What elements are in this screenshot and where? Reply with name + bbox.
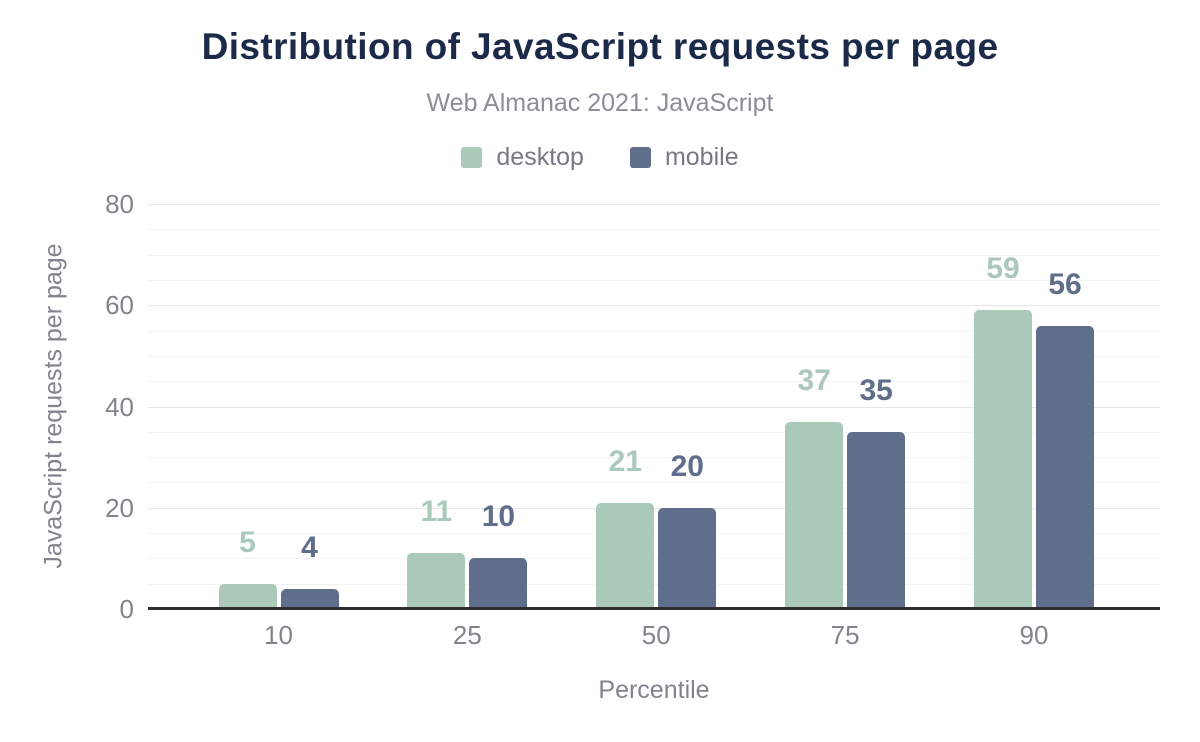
value-label-desktop-p75: 37 bbox=[797, 363, 831, 397]
gridline-minor bbox=[148, 457, 1160, 459]
bar-mobile-p90 bbox=[1036, 325, 1094, 609]
value-label-desktop-p90: 59 bbox=[986, 252, 1020, 286]
bar-mobile-p10 bbox=[280, 588, 339, 609]
gridline-minor bbox=[148, 254, 1160, 256]
plot-area: 0 20 40 60 80 5 4 10 11 10 25 21 20 50 37 35 75 59 56 90 bbox=[105, 189, 1160, 650]
legend-item-mobile: mobile bbox=[629, 143, 739, 172]
gridline-major bbox=[148, 305, 1160, 307]
bar-desktop-p10 bbox=[218, 583, 277, 609]
x-tick-label-90: 90 bbox=[1019, 620, 1049, 650]
legend-item-desktop: desktop bbox=[461, 143, 584, 172]
bar-mobile-p25 bbox=[469, 558, 528, 609]
value-label-mobile-p75: 35 bbox=[859, 373, 893, 407]
gridline-minor bbox=[148, 381, 1160, 383]
value-label-desktop-p50: 21 bbox=[608, 444, 642, 478]
y-tick-label-60: 60 bbox=[105, 290, 134, 321]
legend-label-mobile: mobile bbox=[664, 143, 739, 171]
value-label-mobile-p50: 20 bbox=[670, 449, 704, 483]
value-label-desktop-p25: 11 bbox=[420, 495, 453, 529]
bar-desktop-p90 bbox=[974, 310, 1032, 609]
y-tick-label-40: 40 bbox=[105, 391, 134, 422]
bar-mobile-p50 bbox=[658, 507, 717, 609]
x-tick-label-50: 50 bbox=[641, 620, 671, 650]
x-axis-title: Percentile bbox=[598, 676, 710, 704]
gridline-minor bbox=[148, 229, 1160, 231]
bar-desktop-p25 bbox=[407, 553, 466, 609]
bar-mobile-p75 bbox=[847, 431, 906, 609]
gridline-minor bbox=[148, 279, 1160, 281]
y-tick-label-0: 0 bbox=[119, 594, 134, 624]
gridline-major bbox=[148, 204, 1160, 205]
value-label-desktop-p10: 5 bbox=[239, 525, 256, 559]
bar-desktop-p50 bbox=[596, 502, 655, 609]
legend: desktop mobile bbox=[0, 143, 1200, 172]
legend-swatch-desktop bbox=[461, 147, 483, 168]
value-label-mobile-p10: 4 bbox=[301, 530, 318, 564]
x-tick-label-75: 75 bbox=[830, 620, 860, 650]
x-axis-line bbox=[148, 607, 1160, 610]
y-tick-label-20: 20 bbox=[105, 492, 134, 523]
gridline-minor bbox=[148, 431, 1160, 433]
x-tick-label-25: 25 bbox=[452, 620, 482, 650]
gridline-minor bbox=[148, 482, 1160, 484]
chart-subtitle: Web Almanac 2021: JavaScript bbox=[426, 89, 774, 117]
x-tick-label-10: 10 bbox=[264, 620, 293, 650]
y-tick-label-80: 80 bbox=[105, 189, 134, 219]
chart-title: Distribution of JavaScript requests per … bbox=[201, 26, 999, 67]
gridline-minor bbox=[148, 330, 1160, 332]
value-label-mobile-p90: 56 bbox=[1048, 267, 1082, 301]
gridline-minor bbox=[148, 355, 1160, 357]
legend-label-desktop: desktop bbox=[496, 143, 584, 171]
bar-desktop-p75 bbox=[785, 421, 844, 609]
legend-swatch-mobile bbox=[629, 147, 651, 168]
value-label-mobile-p25: 10 bbox=[481, 500, 516, 534]
gridline-major bbox=[148, 406, 1160, 408]
